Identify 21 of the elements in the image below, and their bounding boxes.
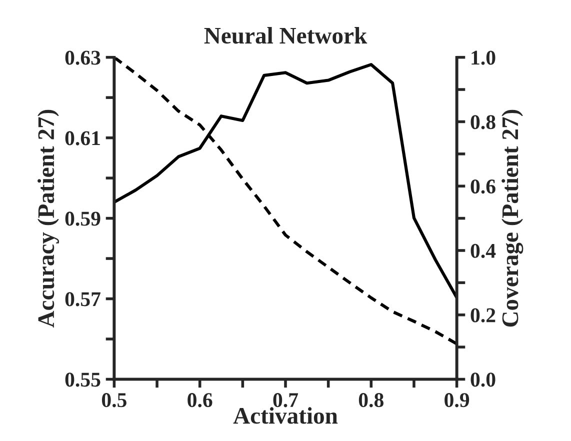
line-series xyxy=(114,57,457,346)
y-tick-label: 0.55 xyxy=(65,372,100,387)
x-axis-title: Activation xyxy=(233,407,338,424)
y-tick-label: 0.63 xyxy=(65,50,100,65)
chart-title: Neural Network xyxy=(204,27,368,44)
x-tick-label: 0.8 xyxy=(358,393,384,408)
x-tick-label: 0.7 xyxy=(273,393,298,408)
y2-tick-label: 0.8 xyxy=(470,115,496,130)
y-tick-label: 0.59 xyxy=(65,212,100,226)
x-tick-label: 0.5 xyxy=(102,393,126,408)
y2-tick-label: 1.0 xyxy=(472,50,496,65)
x-tick-label: 0.6 xyxy=(188,393,212,408)
y-tick-label: 0.57 xyxy=(65,292,100,306)
y2-tick-label: 0.0 xyxy=(470,372,496,387)
y-axis-title: Accuracy (Patient 27) xyxy=(38,110,59,328)
y2-tick-label: 0.2 xyxy=(470,308,496,322)
x-tick-label: 0.9 xyxy=(444,393,470,408)
y2-axis-title: Coverage (Patient 27) xyxy=(502,110,524,327)
y2-tick-label: 0.6 xyxy=(470,179,496,194)
y-tick-label: 0.61 xyxy=(65,131,100,146)
y2-tick-label: 0.4 xyxy=(470,244,496,258)
